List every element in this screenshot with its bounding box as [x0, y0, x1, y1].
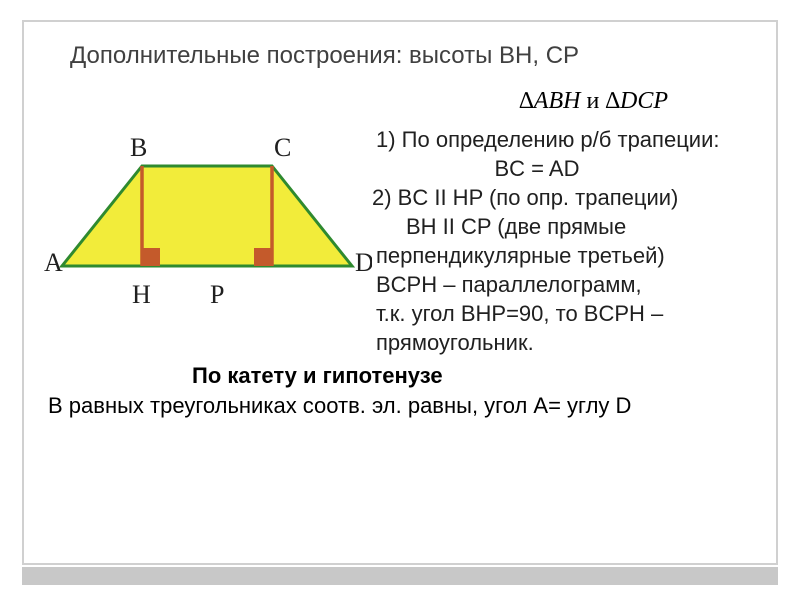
label-b: B: [130, 133, 147, 162]
slide: Дополнительные построения: высоты BH, CP…: [22, 20, 778, 565]
label-d: D: [355, 248, 372, 277]
proof-line-2: 2) BC II HP (по опр. трапеции): [372, 183, 758, 212]
label-h: H: [132, 280, 151, 309]
label-c: C: [274, 133, 291, 162]
triangles-compared: ∆ABH и ∆DCP: [42, 88, 758, 115]
trapezoid-diagram: A B C D H P: [42, 131, 372, 331]
diagram-pane: A B C D H P: [42, 125, 372, 357]
label-a: A: [44, 248, 63, 277]
and-word: и: [586, 88, 605, 114]
triangle-abh: ∆ABH: [519, 88, 580, 114]
proof-line-4: перпендикулярные третьей): [376, 241, 758, 270]
content-row: A B C D H P 1) По определению р/б трапец…: [42, 125, 758, 357]
right-angle-h: [142, 248, 160, 266]
right-angle-p: [254, 248, 272, 266]
proof-line-3: BH II CP (две прямые: [406, 212, 758, 241]
triangle-dcp: ∆DCP: [605, 88, 668, 114]
proof-line-6: т.к. угол BHP=90, то BCPH –: [376, 299, 758, 328]
proof-line-5: BCPH – параллелограмм,: [376, 270, 758, 299]
label-p: P: [210, 280, 224, 309]
slide-shadow: [22, 567, 778, 585]
page-title: Дополнительные построения: высоты BH, CP: [42, 42, 758, 70]
trapezoid-shape: [62, 166, 352, 266]
proof-final: В равных треугольниках соотв. эл. равны,…: [42, 393, 758, 419]
proof-bold: По катету и гипотенузе: [42, 363, 758, 389]
proof-line-7: прямоугольник.: [376, 328, 758, 357]
proof-line-1b: BC = AD: [376, 154, 758, 183]
proof-line-1: 1) По определению р/б трапеции:: [376, 125, 758, 154]
proof-text: 1) По определению р/б трапеции: BC = AD …: [372, 125, 758, 357]
